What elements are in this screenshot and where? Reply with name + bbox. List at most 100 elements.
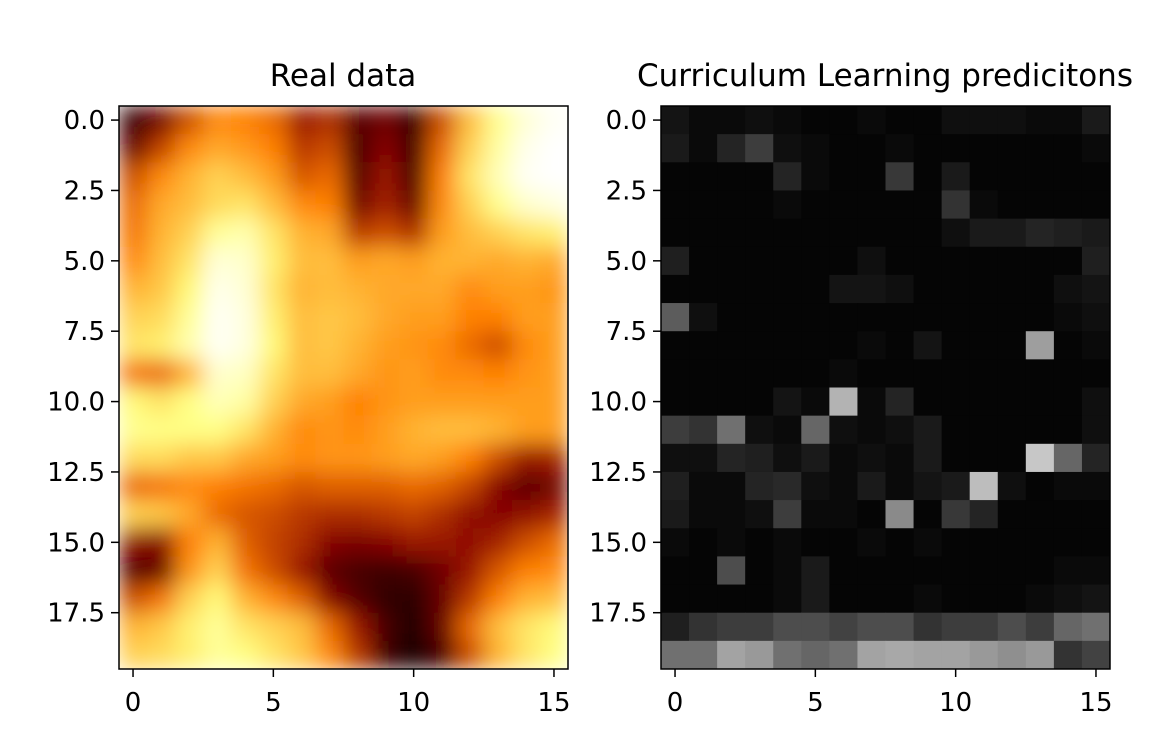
real-data-cell-r8-c9 [371,331,401,360]
real-data-cell-r4-c5 [259,218,288,248]
curriculum-predictions-cell-r5-c2 [717,246,746,276]
curriculum-predictions-cell-r4-c12 [997,218,1027,248]
real-data-cell-r6-c11 [427,274,457,304]
curriculum-predictions-cell-r6-c10 [941,274,971,304]
real-data-cell-r13-c9 [371,471,401,501]
curriculum-predictions-cell-r1-c12 [997,134,1027,163]
real-data-cell-r15-c13 [483,528,513,557]
real-data-cell-r8-c15 [539,331,568,360]
curriculum-predictions-cell-r0-c15 [1081,106,1110,135]
curriculum-predictions-cell-r2-c1 [689,162,718,192]
real-data-cell-r3-c5 [259,190,288,220]
curriculum-predictions-cell-r0-c8 [885,106,915,135]
curriculum-predictions-cell-r3-c8 [885,190,915,220]
curriculum-predictions-cell-r11-c11 [969,415,999,445]
real-data-cell-r4-c10 [399,218,429,248]
curriculum-predictions-cell-r18-c4 [773,612,802,642]
real-data-cell-r16-c15 [539,556,568,586]
real-data-cell-r16-c10 [399,556,429,586]
curriculum-predictions-cell-r4-c14 [1053,218,1083,248]
curriculum-predictions-cell-r6-c2 [717,274,746,304]
curriculum-predictions-cell-r5-c6 [829,246,859,276]
curriculum-predictions-cell-r18-c7 [857,612,887,642]
curriculum-predictions-cell-r17-c5 [801,584,830,614]
real-data-cell-r6-c5 [259,274,288,304]
curriculum-predictions-cell-r2-c13 [1025,162,1055,192]
curriculum-predictions-cell-r7-c4 [773,303,802,332]
curriculum-predictions-cell-r19-c0 [661,640,690,669]
real-data-cell-r11-c13 [483,415,513,445]
real-data-cell-r13-c4 [231,471,260,501]
real-data-cell-r3-c13 [483,190,513,220]
real-data-cell-r8-c6 [287,331,317,360]
real-data-y-tick-label: 7.5 [64,317,105,347]
real-data-cell-r4-c8 [343,218,373,248]
real-data-cell-r14-c14 [511,500,541,529]
real-data-cell-r3-c14 [511,190,541,220]
curriculum-predictions-cell-r17-c0 [661,584,690,614]
real-data-cell-r0-c8 [343,106,373,135]
curriculum-predictions-cell-r7-c3 [745,303,774,332]
curriculum-predictions-cell-r5-c3 [745,246,774,276]
real-data-cell-r19-c7 [315,640,345,669]
real-data-cell-r0-c7 [315,106,345,135]
curriculum-predictions-cell-r4-c9 [913,218,943,248]
curriculum-predictions-cell-r1-c6 [829,134,859,163]
real-data-cell-r19-c3 [203,640,232,669]
curriculum-predictions-cell-r14-c14 [1053,500,1083,529]
real-data-x-tick-label: 5 [265,688,282,718]
real-data-cell-r13-c14 [511,471,541,501]
real-data-cell-r11-c8 [343,415,373,445]
curriculum-predictions-cell-r18-c8 [885,612,915,642]
curriculum-predictions-cell-r10-c1 [689,387,718,417]
real-data-cell-r5-c5 [259,246,288,276]
curriculum-predictions-cell-r13-c8 [885,471,915,501]
real-data-cell-r15-c4 [231,528,260,557]
real-data-cell-r5-c3 [203,246,232,276]
real-data-cell-r0-c0 [119,106,148,135]
curriculum-predictions-cell-r8-c3 [745,331,774,360]
curriculum-predictions-cell-r4-c2 [717,218,746,248]
real-data-cell-r6-c6 [287,274,317,304]
curriculum-predictions-cell-r9-c8 [885,359,915,389]
curriculum-predictions-cell-r13-c13 [1025,471,1055,501]
curriculum-predictions-y-tick-label: 17.5 [589,599,647,629]
curriculum-predictions-cell-r7-c7 [857,303,887,332]
curriculum-predictions-cell-r18-c11 [969,612,999,642]
curriculum-predictions-y-tick-label: 7.5 [606,317,647,347]
curriculum-predictions-cell-r13-c10 [941,471,971,501]
real-data-cell-r14-c7 [315,500,345,529]
curriculum-predictions-cell-r3-c3 [745,190,774,220]
real-data-cell-r9-c3 [203,359,232,389]
curriculum-predictions-cell-r7-c13 [1025,303,1055,332]
real-data-cell-r0-c11 [427,106,457,135]
curriculum-predictions-cell-r7-c6 [829,303,859,332]
curriculum-predictions-axes-frame [660,105,1111,670]
real-data-cell-r16-c12 [455,556,485,586]
real-data-cell-r11-c1 [147,415,176,445]
real-data-cell-r12-c3 [203,443,232,473]
real-data-cell-r1-c7 [315,134,345,163]
curriculum-predictions-cell-r11-c15 [1081,415,1110,445]
curriculum-predictions-cell-r14-c2 [717,500,746,529]
curriculum-predictions-cell-r12-c5 [801,443,830,473]
real-data-cell-r12-c8 [343,443,373,473]
curriculum-predictions-cell-r15-c13 [1025,528,1055,557]
curriculum-predictions-cell-r14-c0 [661,500,690,529]
curriculum-predictions-cell-r10-c5 [801,387,830,417]
curriculum-predictions-cell-r7-c11 [969,303,999,332]
curriculum-predictions-cell-r1-c13 [1025,134,1055,163]
real-data-cell-r6-c0 [119,274,148,304]
curriculum-predictions-cell-r10-c7 [857,387,887,417]
real-data-cell-r12-c15 [539,443,568,473]
curriculum-predictions-cell-r15-c2 [717,528,746,557]
curriculum-predictions-cell-r8-c9 [913,331,943,360]
real-data-cell-r18-c12 [455,612,485,642]
curriculum-predictions-cell-r11-c7 [857,415,887,445]
curriculum-predictions-cell-r10-c4 [773,387,802,417]
curriculum-predictions-cell-r15-c15 [1081,528,1110,557]
curriculum-predictions-cell-r11-c5 [801,415,830,445]
real-data-cell-r19-c8 [343,640,373,669]
real-data-cell-r7-c4 [231,303,260,332]
curriculum-predictions-cell-r8-c11 [969,331,999,360]
